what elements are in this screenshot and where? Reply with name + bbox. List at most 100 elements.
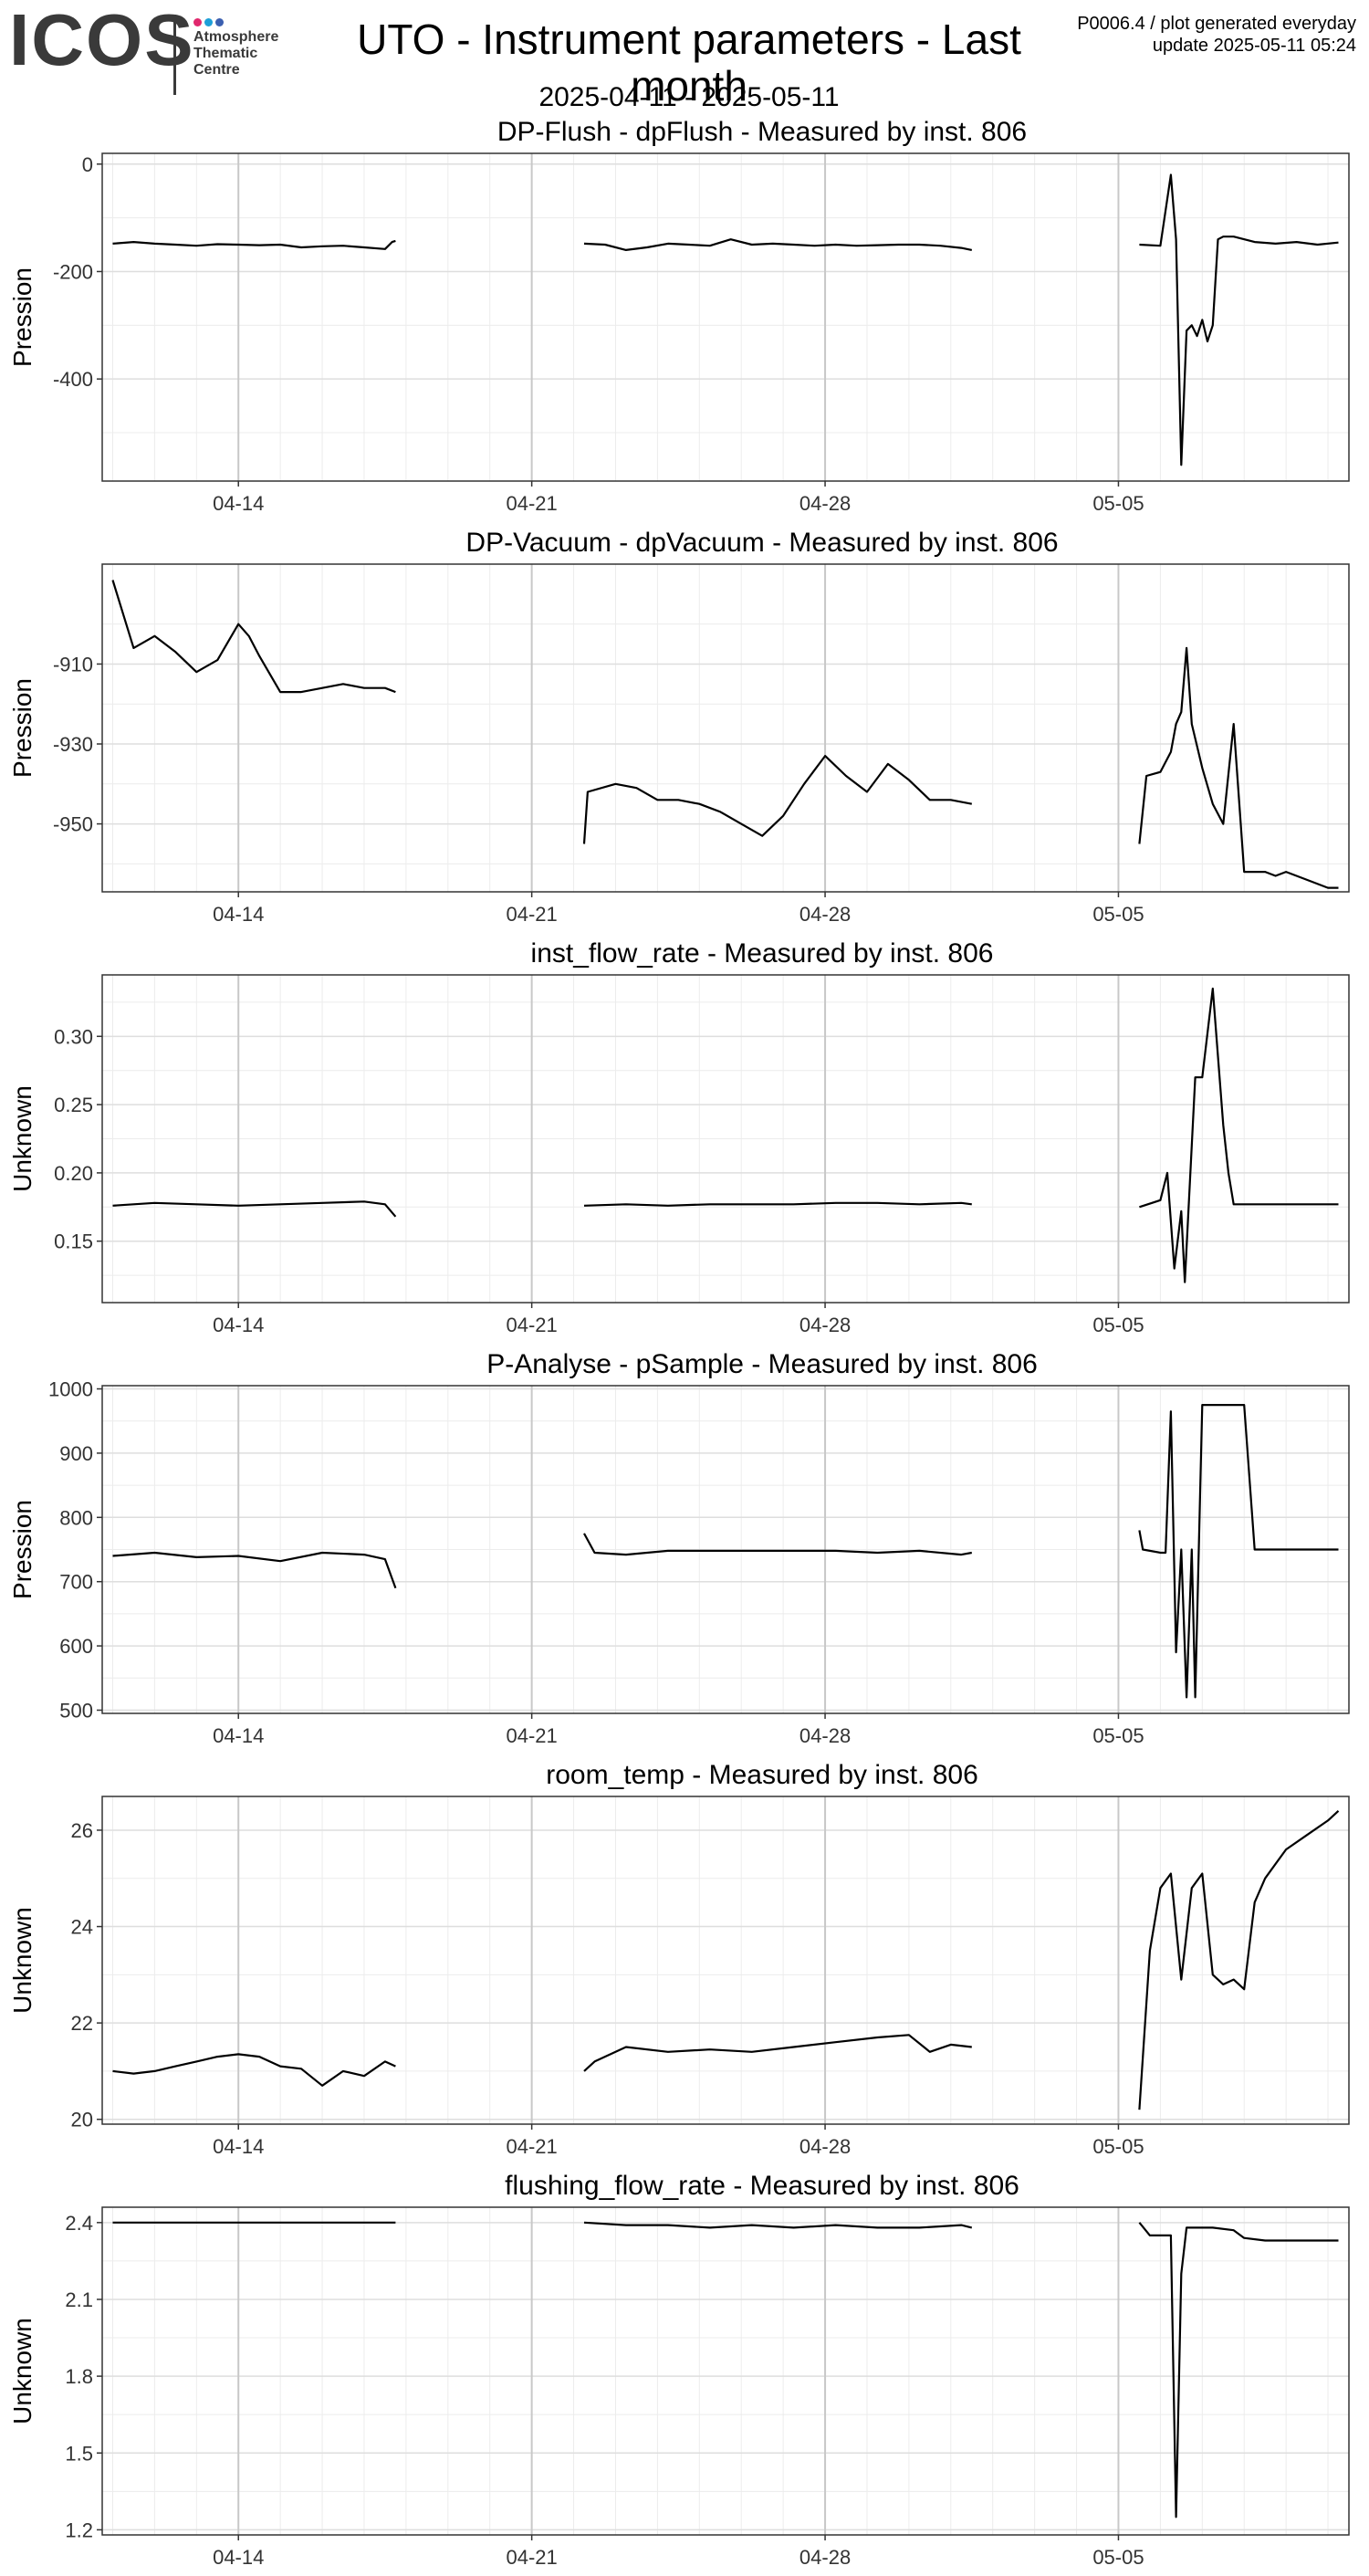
x-tick-label: 05-05 — [1092, 2135, 1144, 2158]
chart-panel: DP-Vacuum - dpVacuum - Measured by inst.… — [8, 528, 1350, 926]
page-header: ICOS Atmosphere Thematic Centre UTO - In… — [0, 0, 1369, 137]
plot-area — [102, 153, 1349, 481]
x-tick-label: 05-05 — [1092, 2546, 1144, 2569]
series-line — [111, 580, 396, 694]
y-tick-label: 0.25 — [54, 1094, 93, 1116]
y-tick-label: -200 — [53, 260, 93, 283]
plot-area — [102, 1796, 1349, 2124]
series-line — [112, 1551, 397, 1589]
chart-panel: inst_flow_rate - Measured by inst. 806 Un… — [8, 938, 1350, 1336]
y-tick-label: 700 — [59, 1571, 93, 1594]
logo-dots-icon — [193, 15, 226, 26]
x-tick-label: 05-05 — [1092, 903, 1144, 926]
date-range: 2025-04-11 - 2025-05-11 — [538, 82, 840, 112]
x-tick-label: 04-14 — [213, 903, 264, 926]
chart-panel: flushing_flow_rate - Measured by inst. 8… — [8, 2171, 1350, 2569]
y-axis-label: Unknown — [8, 1907, 37, 2014]
series-line — [582, 755, 973, 844]
x-tick-label: 04-14 — [213, 2546, 264, 2569]
series-line — [583, 238, 973, 251]
chart-title: flushing_flow_rate - Measured by inst. 8… — [505, 2171, 1019, 2201]
y-tick-label: 600 — [59, 1635, 93, 1658]
x-tick-label: 04-28 — [799, 492, 851, 515]
generation-info: P0006.4 / plot generated everyday update… — [1077, 13, 1356, 57]
x-tick-label: 04-21 — [506, 1724, 557, 1747]
chart-title: DP-Flush - dpFlush - Measured by inst. 8… — [497, 117, 1027, 147]
icos-logo: ICOS — [9, 0, 195, 80]
plot-border — [101, 974, 1350, 1304]
y-tick-label: 1.8 — [65, 2365, 93, 2388]
chart-panel: P-Analyse - pSample - Measured by inst. … — [8, 1349, 1350, 1747]
chart-title: P-Analyse - pSample - Measured by inst. … — [486, 1349, 1038, 1379]
y-tick-label: 24 — [71, 1916, 93, 1939]
x-tick-label: 04-21 — [506, 2135, 557, 2158]
y-tick-label: 500 — [59, 1699, 93, 1722]
logo-subtitle-line: Centre — [193, 62, 240, 78]
y-axis-label: Pression — [8, 678, 37, 778]
series-line — [583, 2221, 973, 2229]
x-tick-label: 05-05 — [1092, 1314, 1144, 1336]
series-line — [583, 1533, 972, 1556]
logo-dot — [193, 18, 202, 26]
x-tick-label: 04-28 — [799, 1724, 851, 1747]
update-time-line: update 2025-05-11 05:24 — [1152, 36, 1356, 56]
y-tick-label: -910 — [53, 653, 93, 675]
y-tick-label: -930 — [53, 733, 93, 756]
y-axis-label: Pression — [8, 267, 37, 367]
chart-panel: DP-Flush - dpFlush - Measured by inst. 8… — [8, 117, 1350, 515]
x-tick-label: 04-21 — [506, 1314, 557, 1336]
y-tick-label: 1.5 — [65, 2442, 93, 2465]
y-tick-label: 900 — [59, 1442, 93, 1465]
series-line — [112, 239, 396, 250]
chart-title: room_temp - Measured by inst. 806 — [546, 1760, 978, 1790]
chart-panel: room_temp - Measured by inst. 806 Unknown… — [8, 1760, 1350, 2158]
plot-border — [101, 1385, 1350, 1714]
x-tick-label: 04-28 — [799, 1314, 851, 1336]
y-tick-label: -950 — [53, 813, 93, 836]
page-title: UTO - Instrument parameters - Last month — [357, 16, 1021, 110]
plot-border — [101, 1796, 1350, 2125]
x-tick-label: 04-14 — [213, 2135, 264, 2158]
series-line — [1139, 987, 1339, 1283]
x-tick-label: 05-05 — [1092, 1724, 1144, 1747]
y-tick-label: 20 — [71, 2109, 93, 2131]
x-tick-label: 04-14 — [213, 1724, 264, 1747]
y-tick-label: 0.20 — [54, 1162, 93, 1185]
series-line — [1138, 1403, 1339, 1699]
series-line — [112, 1200, 397, 1218]
logo-divider — [173, 15, 176, 95]
x-tick-label: 04-21 — [506, 492, 557, 515]
y-tick-label: 2.1 — [65, 2288, 93, 2311]
y-axis-label: Unknown — [8, 2318, 37, 2424]
x-tick-label: 04-28 — [799, 2135, 851, 2158]
chart-stack: DP-Flush - dpFlush - Measured by inst. 8… — [0, 111, 1369, 2576]
y-tick-label: 0.30 — [54, 1025, 93, 1048]
x-tick-label: 04-28 — [799, 903, 851, 926]
logo-subtitle-line: Atmosphere — [193, 29, 279, 45]
x-tick-label: 04-28 — [799, 2546, 851, 2569]
logo-dot — [204, 18, 213, 26]
y-tick-label: 2.4 — [65, 2212, 93, 2235]
logo-subtitle: Atmosphere Thematic Centre — [193, 29, 278, 79]
y-tick-label: 0 — [82, 153, 93, 176]
series-line — [112, 2053, 396, 2087]
y-axis-label: Pression — [8, 1500, 37, 1599]
chart-title: inst_flow_rate - Measured by inst. 806 — [531, 938, 994, 969]
y-tick-label: 22 — [71, 2012, 93, 2035]
y-tick-label: 0.15 — [54, 1230, 93, 1253]
x-tick-label: 05-05 — [1092, 492, 1144, 515]
y-tick-label: -400 — [53, 368, 93, 391]
plot-border — [101, 152, 1350, 482]
plot-id-line: P0006.4 / plot generated everyday — [1077, 14, 1356, 34]
series-line — [1138, 1809, 1340, 2110]
x-tick-label: 04-14 — [213, 1314, 264, 1336]
x-tick-label: 04-14 — [213, 492, 264, 515]
series-line — [583, 1201, 972, 1207]
logo-subtitle-line: Thematic — [193, 46, 258, 61]
plot-area — [102, 2207, 1349, 2535]
plot-area — [102, 564, 1349, 892]
plot-border — [101, 563, 1350, 893]
chart-title: DP-Vacuum - dpVacuum - Measured by inst.… — [465, 528, 1058, 558]
y-tick-label: 1.2 — [65, 2518, 93, 2541]
x-tick-label: 04-21 — [506, 903, 557, 926]
